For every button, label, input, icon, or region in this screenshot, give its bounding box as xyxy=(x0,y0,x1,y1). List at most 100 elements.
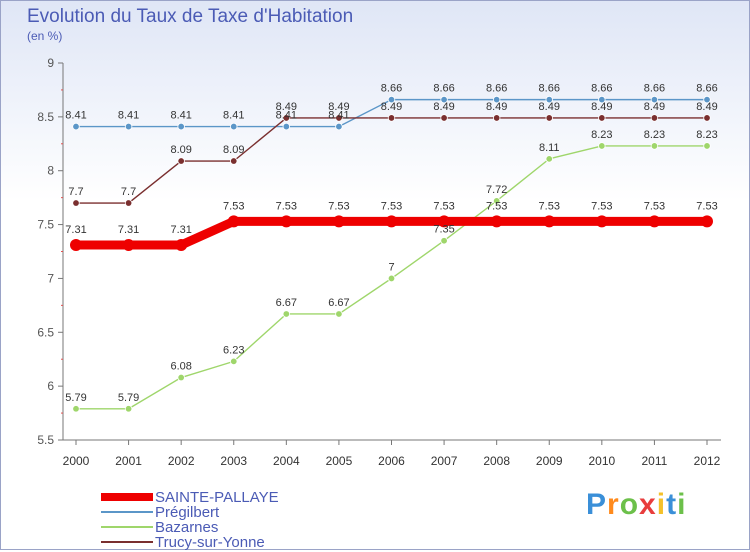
data-point xyxy=(440,95,448,104)
x-tick-label: 2011 xyxy=(642,454,668,468)
data-point xyxy=(385,215,398,228)
data-label: 7.7 xyxy=(121,186,136,198)
y-tick-label: 9 xyxy=(47,56,54,70)
logo-letter: P xyxy=(586,488,608,521)
data-label: 8.66 xyxy=(486,83,507,95)
data-label: 6.67 xyxy=(276,297,297,309)
x-tick-label: 2010 xyxy=(588,454,615,468)
data-label: 6.23 xyxy=(223,344,244,356)
data-label: 8.66 xyxy=(644,83,665,95)
data-point xyxy=(124,199,133,207)
data-point xyxy=(387,114,396,122)
data-point xyxy=(230,357,238,366)
data-label: 8.66 xyxy=(381,83,402,95)
data-label: 8.41 xyxy=(170,110,191,122)
legend-swatch xyxy=(101,511,153,513)
data-point xyxy=(335,114,343,122)
data-label: 7.35 xyxy=(433,224,454,236)
data-label: 7.31 xyxy=(118,224,139,236)
data-label: 7.53 xyxy=(433,200,454,212)
data-label: 8.41 xyxy=(223,110,244,122)
data-point xyxy=(230,122,238,131)
data-point xyxy=(332,215,345,228)
x-tick-label: 2012 xyxy=(694,454,721,468)
data-label: 8.23 xyxy=(644,129,665,141)
legend-swatch xyxy=(101,526,153,528)
data-point xyxy=(227,215,240,228)
logo-letter: i xyxy=(656,488,667,521)
data-label: 6.67 xyxy=(328,297,349,309)
data-label: 8.49 xyxy=(328,101,349,113)
legend-label: SAINTE-PALLAYE xyxy=(155,489,279,506)
data-point xyxy=(177,122,185,131)
data-point xyxy=(703,95,711,104)
data-label: 8.09 xyxy=(223,144,244,156)
data-label: 8.66 xyxy=(696,83,717,95)
data-point xyxy=(177,373,185,382)
logo-letter: t xyxy=(666,488,678,521)
data-point xyxy=(438,215,451,228)
data-label: 8.41 xyxy=(65,110,86,122)
data-labels: 7.31 7.31 7.31 7.53 7.53 7.53 7.53 7.53 7.53 7.53… xyxy=(65,83,717,404)
legend-label: Prégilbert xyxy=(155,504,220,521)
legend-label: Trucy-sur-Yonne xyxy=(155,534,265,551)
logo-letter: o xyxy=(619,488,640,521)
x-tick-label: 2007 xyxy=(431,454,458,468)
data-label: 7.53 xyxy=(591,200,612,212)
data-label: 7.53 xyxy=(276,200,297,212)
data-label: 8.49 xyxy=(486,101,507,113)
data-point xyxy=(335,310,343,318)
x-tick-label: 2009 xyxy=(536,454,563,468)
data-label: 8.41 xyxy=(328,110,349,122)
data-label: 7.53 xyxy=(223,200,244,212)
data-label: 8.23 xyxy=(591,129,612,141)
data-point xyxy=(70,239,82,252)
data-point xyxy=(648,215,661,228)
data-point xyxy=(122,239,135,252)
data-point xyxy=(543,215,556,228)
y-tick-label: 8 xyxy=(47,164,54,178)
data-point xyxy=(282,114,291,122)
data-point xyxy=(650,95,659,104)
y-tick-label: 6 xyxy=(47,379,54,393)
series-points xyxy=(70,95,713,413)
x-tick-label: 2000 xyxy=(63,454,90,468)
x-tick-label: 2001 xyxy=(115,454,142,468)
data-label: 8.66 xyxy=(433,83,454,95)
data-point xyxy=(490,215,503,228)
data-point xyxy=(703,114,711,122)
x-tick-label: 2005 xyxy=(326,454,353,468)
legend-swatch xyxy=(101,541,153,543)
data-label: 8.49 xyxy=(433,101,454,113)
data-point xyxy=(650,142,659,150)
y-tick-label: 7.5 xyxy=(37,218,54,232)
data-label: 8.49 xyxy=(539,101,560,113)
data-point xyxy=(703,142,711,150)
data-point xyxy=(492,95,501,104)
data-point xyxy=(335,122,343,131)
data-point xyxy=(598,142,606,150)
data-point xyxy=(72,199,80,207)
x-tick-label: 2004 xyxy=(273,454,300,468)
data-point xyxy=(492,114,501,122)
x-tick-label: 2006 xyxy=(378,454,405,468)
data-label: 8.66 xyxy=(539,83,560,95)
data-point xyxy=(124,122,133,131)
y-tick-label: 5.5 xyxy=(37,433,54,447)
data-label: 7.53 xyxy=(381,200,402,212)
data-point xyxy=(545,95,553,104)
data-label: 7.53 xyxy=(486,200,507,212)
data-label: 7.72 xyxy=(486,184,507,196)
data-point xyxy=(701,215,713,228)
data-label: 7.7 xyxy=(68,186,83,198)
data-point xyxy=(387,95,396,104)
data-point xyxy=(545,114,553,122)
data-label: 7.31 xyxy=(170,224,191,236)
data-point xyxy=(124,405,133,413)
data-point xyxy=(598,114,606,122)
data-label: 8.11 xyxy=(539,142,560,154)
chart-subtitle: (en %) xyxy=(27,29,63,43)
x-tick-label: 2003 xyxy=(220,454,247,468)
data-point xyxy=(595,215,608,228)
